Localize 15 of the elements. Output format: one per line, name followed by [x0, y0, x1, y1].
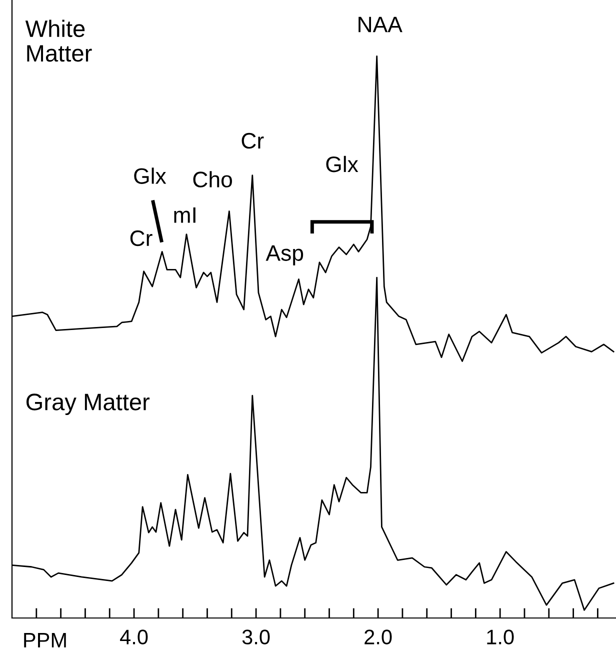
annotation: NAA	[358, 16, 402, 32]
annotation: Glx	[326, 156, 358, 172]
x-tick-label: 2.0	[364, 630, 392, 644]
x-tick-label: 3.0	[242, 630, 270, 644]
annotation: Asp	[266, 245, 304, 266]
annotation: Gray Matter	[26, 394, 150, 416]
annotation: White Matter	[25, 20, 92, 62]
annotation: mI	[174, 207, 196, 223]
annotation: Cr	[242, 132, 264, 149]
x-axis-title: PPM	[24, 633, 66, 648]
annotation: Cr	[130, 230, 152, 246]
x-tick-label: 1.0	[487, 630, 514, 644]
annotation: Cho	[193, 171, 232, 188]
annotation: Glx	[134, 168, 166, 184]
x-tick-label: 4.0	[120, 630, 148, 644]
